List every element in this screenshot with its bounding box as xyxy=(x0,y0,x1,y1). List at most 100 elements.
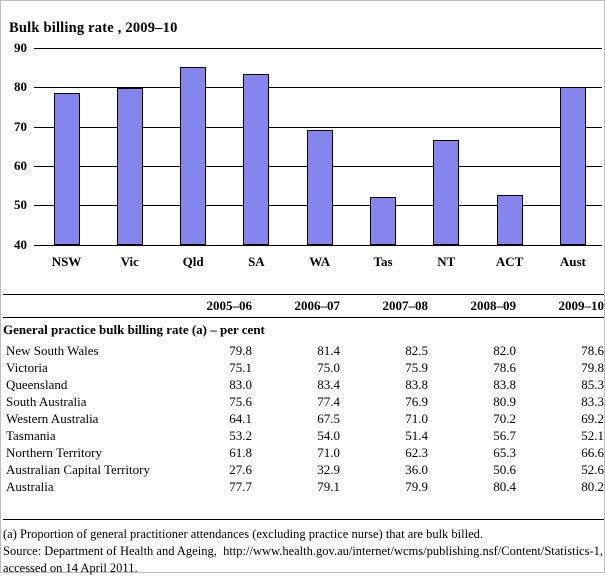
region-cell: Tasmania xyxy=(6,428,56,443)
table-row: Victoria 75.1 75.0 75.9 78.6 79.8 xyxy=(3,360,604,377)
value-cell: 61.8 xyxy=(229,445,252,460)
bar-WA xyxy=(306,129,333,245)
value-cell: 82.0 xyxy=(493,343,516,358)
chart-plot: 90 80 70 60 50 40 NSW Vic Qld SA WA Tas NT ACT Aust xyxy=(1,1,604,293)
value-cell: 82.5 xyxy=(405,343,428,358)
region-cell: Queensland xyxy=(6,377,68,392)
x-axis-label-WA: WA xyxy=(309,254,331,269)
source-line-1: Source: Department of Health and Ageing,… xyxy=(3,543,604,558)
value-cell: 51.4 xyxy=(405,428,428,443)
value-cell: 62.3 xyxy=(405,445,428,460)
value-cell: 56.7 xyxy=(493,428,516,443)
value-cell: 71.0 xyxy=(317,445,340,460)
bar-NSW xyxy=(53,92,80,245)
y-axis-label: 90 xyxy=(14,40,27,55)
billing-table: 2005–06 2006–07 2007–08 2008–09 2009–10 Gene… xyxy=(3,294,604,496)
value-cell: 78.6 xyxy=(581,343,604,358)
billing-table-block: 2005–06 2006–07 2007–08 2008–09 2009–10 Gene… xyxy=(3,294,604,496)
value-cell: 67.5 xyxy=(317,411,340,426)
table-row: Western Australia 64.1 67.5 71.0 70.2 69.2 xyxy=(3,411,604,428)
value-cell: 66.6 xyxy=(581,445,604,460)
value-cell: 76.9 xyxy=(405,394,428,409)
value-cell: 64.1 xyxy=(229,411,252,426)
year-header-cell: 2008–09 xyxy=(428,294,516,318)
value-cell: 75.9 xyxy=(405,360,428,375)
y-axis-label: 80 xyxy=(14,79,27,95)
value-cell: 65.3 xyxy=(493,445,516,460)
region-cell: Australia xyxy=(6,479,54,494)
value-cell: 52.1 xyxy=(581,428,604,443)
bar-Vic xyxy=(116,88,143,245)
gridline xyxy=(34,48,602,49)
value-cell: 78.6 xyxy=(493,360,516,375)
footnote-a: (a) Proportion of general practitioner a… xyxy=(3,527,484,541)
value-cell: 83.4 xyxy=(317,377,340,392)
year-header-row: 2005–06 2006–07 2007–08 2008–09 2009–10 xyxy=(3,294,604,318)
corner-cell xyxy=(3,294,164,318)
value-cell: 69.2 xyxy=(581,411,604,426)
value-cell: 71.0 xyxy=(405,411,428,426)
value-cell: 83.8 xyxy=(405,377,428,392)
x-axis-label-NSW: NSW xyxy=(51,254,82,269)
gridline xyxy=(34,87,602,89)
value-cell: 79.8 xyxy=(581,360,604,375)
year-header-cell: 2009–10 xyxy=(516,294,604,318)
source-line-2: accessed on 14 April 2011. xyxy=(3,560,138,575)
y-axis-label: 60 xyxy=(14,158,27,174)
value-cell: 80.4 xyxy=(493,479,516,494)
value-cell: 80.9 xyxy=(493,394,516,409)
bar-Qld xyxy=(180,66,207,245)
value-cell: 79.8 xyxy=(229,343,252,358)
value-cell: 75.0 xyxy=(317,360,340,375)
value-cell: 81.4 xyxy=(317,343,340,358)
value-cell: 79.1 xyxy=(317,479,340,494)
table-row: New South Wales 79.8 81.4 82.5 82.0 78.6 xyxy=(3,343,604,360)
region-cell: Western Australia xyxy=(6,411,99,426)
bar-ACT xyxy=(496,195,523,245)
x-axis-label-Tas: Tas xyxy=(373,254,393,269)
value-cell: 83.0 xyxy=(229,377,252,392)
table-row: South Australia 75.6 77.4 76.9 80.9 83.3 xyxy=(3,394,604,411)
year-header-row-tr: 2005–06 2006–07 2007–08 2008–09 2009–10 xyxy=(3,294,604,318)
x-axis-label-Qld: Qld xyxy=(182,254,204,269)
value-cell: 50.6 xyxy=(493,462,516,477)
table-row: Northern Territory 61.8 71.0 62.3 65.3 66.6 xyxy=(3,445,604,462)
value-cell: 79.9 xyxy=(405,479,428,494)
bar-Aust xyxy=(559,86,586,245)
value-cell: 75.6 xyxy=(229,394,252,409)
value-cell: 83.3 xyxy=(581,394,604,409)
table-row: Queensland 83.0 83.4 83.8 83.8 85.3 xyxy=(3,377,604,394)
y-axis-label: 70 xyxy=(14,118,27,134)
table-body: General practice bulk billing rate (a) –… xyxy=(3,318,604,496)
value-cell: 70.2 xyxy=(493,411,516,426)
value-cell: 52.6 xyxy=(581,462,604,477)
region-cell: New South Wales xyxy=(6,343,99,358)
year-header-cell: 2007–08 xyxy=(340,294,428,318)
table-row: Australian Capital Territory 27.6 32.9 36.0… xyxy=(3,462,604,479)
table-row: Australia 77.7 79.1 79.9 80.4 80.2 xyxy=(3,479,604,496)
value-cell: 54.0 xyxy=(317,428,340,443)
bar-SA xyxy=(243,74,270,245)
value-cell: 85.3 xyxy=(581,377,604,392)
region-cell: South Australia xyxy=(6,394,87,409)
region-cell: Australian Capital Territory xyxy=(6,462,150,477)
x-axis-label-Vic: Vic xyxy=(120,254,139,269)
value-cell: 32.9 xyxy=(317,462,340,477)
x-axis-label-ACT: ACT xyxy=(495,254,524,269)
value-cell: 36.0 xyxy=(405,462,428,477)
value-cell: 53.2 xyxy=(229,428,252,443)
year-header-cell: 2006–07 xyxy=(252,294,340,318)
section-header-row: General practice bulk billing rate (a) –… xyxy=(3,318,604,343)
value-cell: 77.4 xyxy=(317,394,340,409)
y-axis-label: 50 xyxy=(14,197,27,213)
bar-NT xyxy=(433,140,460,245)
value-cell: 27.6 xyxy=(229,462,252,477)
region-cell: Northern Territory xyxy=(6,445,102,460)
gridline xyxy=(34,244,602,246)
value-cell: 77.7 xyxy=(229,479,252,494)
footnotes: (a) Proportion of general practitioner a… xyxy=(3,519,604,576)
gridline xyxy=(34,126,602,128)
region-cell: Victoria xyxy=(6,360,48,375)
y-axis-label: 40 xyxy=(14,236,27,252)
